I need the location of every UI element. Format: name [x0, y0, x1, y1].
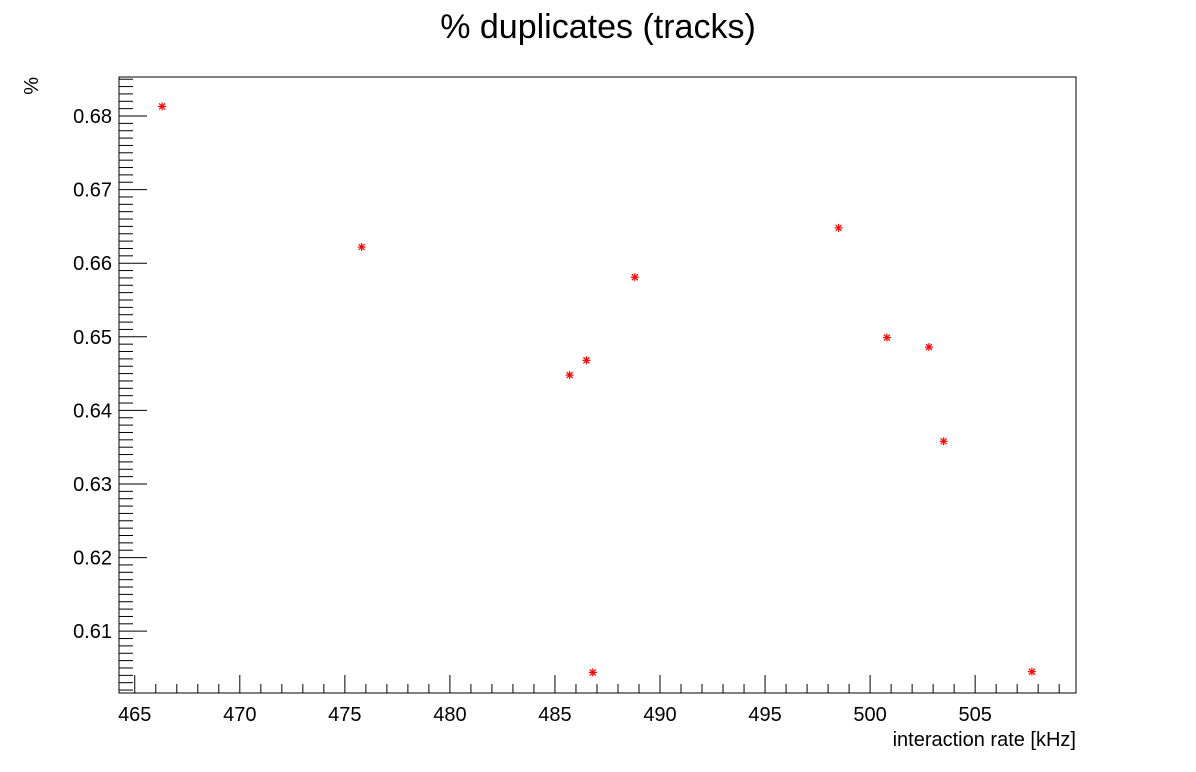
x-tick-label: 505 [958, 704, 991, 726]
plot-frame [118, 76, 1077, 694]
y-tick-label: 0.61 [73, 621, 112, 643]
data-point-8 [924, 343, 933, 352]
data-point-5 [630, 273, 639, 282]
x-tick-label: 470 [223, 704, 256, 726]
y-axis-label: % [21, 77, 43, 95]
x-tick-label: 490 [643, 704, 676, 726]
y-tick-label: 0.65 [73, 327, 112, 349]
data-points [158, 102, 1036, 677]
data-point-4 [588, 668, 597, 677]
x-axis-label: interaction rate [kHz] [893, 729, 1076, 751]
x-tick-label: 485 [538, 704, 571, 726]
x-tick-label: 480 [433, 704, 466, 726]
data-point-10 [1027, 667, 1036, 676]
data-point-1 [357, 243, 366, 252]
x-tick-label: 465 [118, 704, 151, 726]
data-point-3 [582, 356, 591, 365]
y-tick-label: 0.62 [73, 548, 112, 570]
data-point-7 [882, 333, 891, 342]
y-tick-label: 0.68 [73, 106, 112, 128]
y-tick-label: 0.67 [73, 180, 112, 202]
x-axis: 465 470 475 480 485 490 495 500 505 [118, 675, 1060, 726]
chart-title: % duplicates (tracks) [440, 8, 756, 46]
data-point-2 [565, 371, 574, 380]
data-point-6 [834, 223, 843, 232]
y-tick-label: 0.66 [73, 253, 112, 275]
y-axis: 0.61 0.62 0.63 0.64 0.65 0.66 0.67 0.68 [73, 78, 147, 691]
y-tick-label: 0.63 [73, 474, 112, 496]
x-tick-label: 500 [853, 704, 886, 726]
data-point-0 [158, 102, 167, 111]
data-point-9 [939, 437, 948, 446]
y-tick-label: 0.64 [73, 400, 112, 422]
x-tick-label: 495 [748, 704, 781, 726]
x-tick-label: 475 [328, 704, 361, 726]
